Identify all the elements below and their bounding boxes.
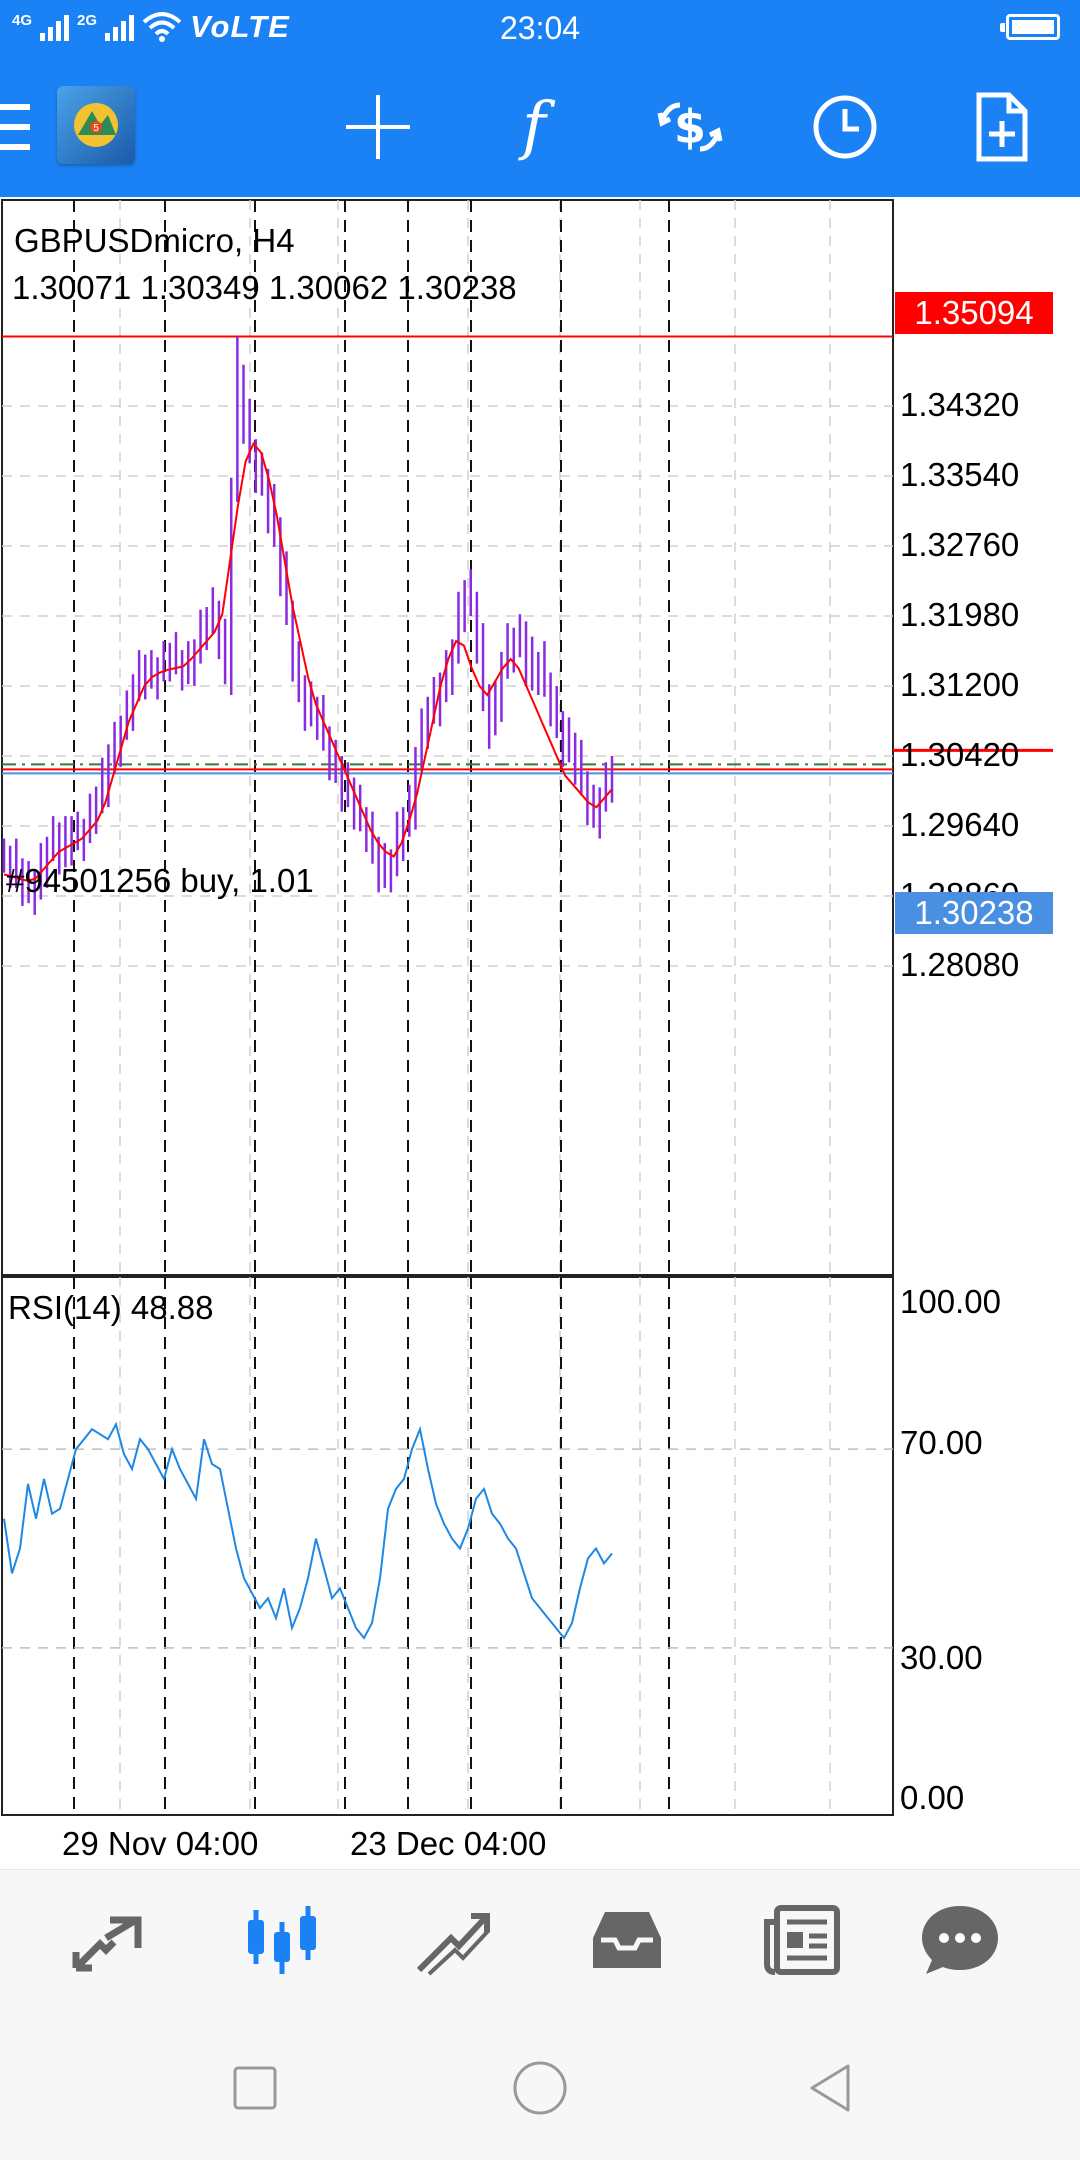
wifi-icon	[142, 12, 182, 42]
timeframe-clock-icon[interactable]	[805, 82, 885, 172]
crosshair-icon[interactable]	[338, 82, 418, 172]
network-type-2: 2G	[77, 11, 98, 29]
quotes-tab-icon[interactable]	[58, 1890, 158, 1990]
signal-icon-2	[105, 13, 135, 41]
trade-tab-icon[interactable]	[403, 1890, 503, 1990]
price-axis-tick: 1.32760	[900, 526, 1020, 563]
recent-apps-icon[interactable]	[225, 2058, 285, 2118]
trade-dollar-icon[interactable]: $	[648, 82, 732, 172]
volte-indicator: VoLTE	[190, 9, 290, 44]
metatrader-logo-icon[interactable]: 5	[57, 86, 135, 164]
home-icon[interactable]	[510, 2058, 570, 2118]
rsi-axis-tick: 0.00	[900, 1779, 965, 1816]
price-axis-tick: 1.28080	[900, 946, 1020, 983]
system-navigation-bar	[0, 2010, 1080, 2160]
rsi-axis-tick: 70.00	[900, 1424, 983, 1461]
app-toolbar: 4G 2G VoLTE 23:04 5 f	[0, 0, 1080, 197]
price-axis-tick: 1.30420	[900, 736, 1020, 773]
ohlc-label: 1.30071 1.30349 1.30062 1.30238	[12, 269, 517, 306]
moving-average-line	[3, 441, 613, 882]
date-label-2: 23 Dec 04:00	[350, 1825, 547, 1862]
svg-text:$: $	[674, 100, 706, 154]
history-tab-icon[interactable]	[577, 1890, 677, 1990]
bid-price-marker: 1.30238	[895, 892, 1053, 934]
battery-icon	[1000, 14, 1060, 40]
price-axis-tick: 1.33540	[900, 456, 1020, 493]
symbol-timeframe-label: GBPUSDmicro, H4	[14, 222, 295, 259]
order-label: #94501256 buy, 1.01	[6, 862, 314, 899]
rsi-axis-tick: 100.00	[900, 1283, 1001, 1320]
svg-text:5: 5	[93, 123, 99, 134]
status-time: 23:04	[499, 10, 581, 46]
main-chart-frame	[1, 199, 894, 1276]
price-axis-tick: 1.31980	[900, 596, 1020, 633]
back-icon[interactable]	[800, 2058, 860, 2118]
metatrader-logo-graphic: 5	[74, 103, 118, 147]
status-left: 4G 2G VoLTE	[12, 9, 290, 45]
menu-icon[interactable]	[0, 82, 36, 172]
messages-tab-icon[interactable]	[910, 1890, 1010, 1990]
chart-tab-icon[interactable]	[232, 1890, 332, 1990]
rsi-chart-frame	[1, 1276, 894, 1816]
price-axis-tick: 1.34320	[900, 386, 1020, 423]
rsi-line	[3, 1421, 613, 1640]
price-chart[interactable]	[0, 0, 1080, 1869]
price-axis-tick: 1.31200	[900, 666, 1020, 703]
signal-icon	[40, 13, 70, 41]
rsi-label: RSI(14) 48.88	[8, 1289, 214, 1326]
status-bar: 4G 2G VoLTE 23:04	[0, 0, 1080, 56]
date-label-1: 29 Nov 04:00	[62, 1825, 259, 1862]
news-tab-icon[interactable]	[751, 1890, 851, 1990]
network-type-1: 4G	[12, 11, 33, 29]
price-axis-tick: 1.29640	[900, 806, 1020, 843]
indicators-f-icon[interactable]: f	[494, 82, 574, 172]
add-object-icon[interactable]	[961, 82, 1041, 172]
high-price-marker: 1.35094	[895, 292, 1053, 334]
bottom-navigation	[0, 1869, 1080, 2010]
rsi-axis-tick: 30.00	[900, 1639, 983, 1676]
